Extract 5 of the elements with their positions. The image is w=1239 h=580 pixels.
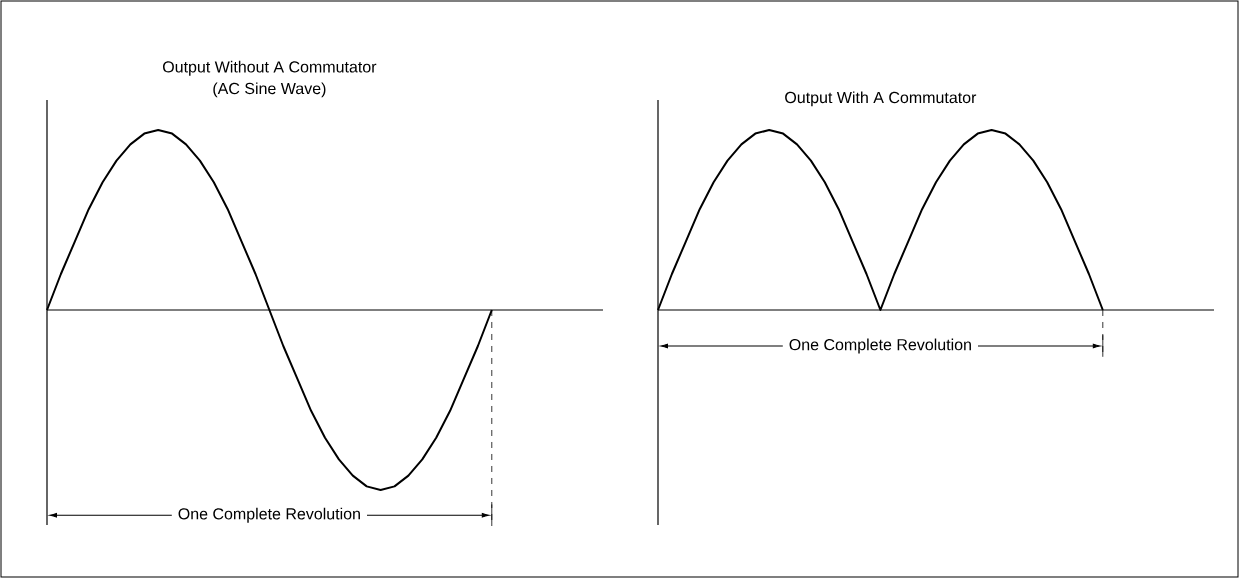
chart-title: Output With A Commutator (785, 91, 977, 107)
chart-subtitle: (AC Sine Wave) (213, 82, 326, 98)
text: One Complete Revolution (178, 507, 360, 523)
chart-title: Output Without A Commutator (163, 60, 377, 76)
text: One Complete Revolution (789, 338, 971, 354)
